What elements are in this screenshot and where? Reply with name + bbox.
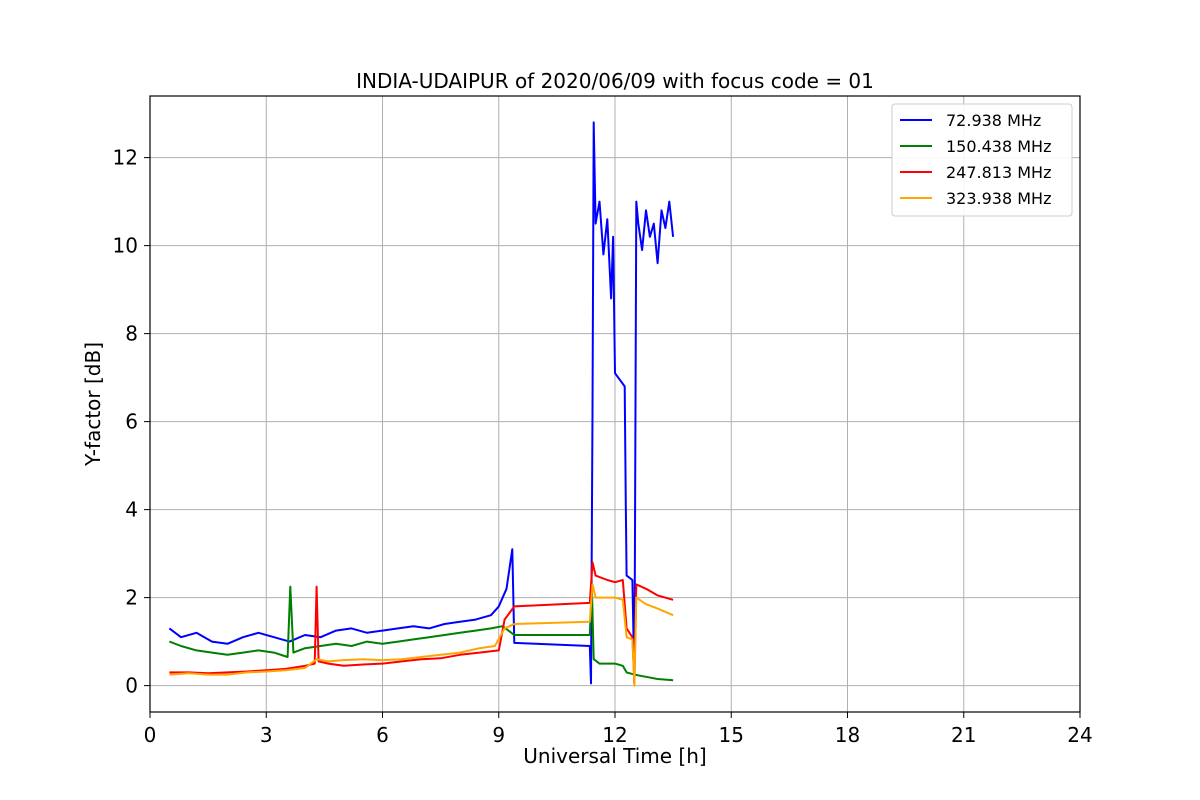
x-tick-label: 21 xyxy=(951,723,976,747)
y-tick-label: 10 xyxy=(113,234,138,258)
y-tick-label: 12 xyxy=(113,146,138,170)
chart-title: INDIA-UDAIPUR of 2020/06/09 with focus c… xyxy=(356,69,874,93)
x-axis-title: Universal Time [h] xyxy=(523,744,706,768)
y-tick-label: 4 xyxy=(125,498,138,522)
series-layer xyxy=(168,121,675,687)
legend-label: 247.813 MHz xyxy=(946,163,1051,182)
legend-label: 323.938 MHz xyxy=(946,189,1051,208)
legend: 72.938 MHz 150.438 MHz 247.813 MHz 323.938 … xyxy=(891,103,1073,217)
y-tick-label: 8 xyxy=(125,322,138,346)
series-line-3 xyxy=(169,583,674,687)
y-axis-title: Y-factor [dB] xyxy=(81,342,105,467)
legend-box xyxy=(891,103,1073,217)
series-line-2 xyxy=(169,561,674,685)
y-tick-label: 6 xyxy=(125,410,138,434)
legend-label: 150.438 MHz xyxy=(946,137,1051,156)
x-tick-label: 15 xyxy=(719,723,744,747)
x-tick-label: 9 xyxy=(492,723,505,747)
legend-label: 72.938 MHz xyxy=(946,111,1041,130)
series-line-0 xyxy=(168,121,675,685)
x-tick-label: 3 xyxy=(260,723,273,747)
x-tick-label: 12 xyxy=(602,723,627,747)
x-tick-label: 0 xyxy=(144,723,157,747)
series-line-1 xyxy=(169,583,674,682)
x-tick-label: 24 xyxy=(1067,723,1092,747)
y-tick-label: 2 xyxy=(125,586,138,610)
x-tick-label: 6 xyxy=(376,723,389,747)
y-tick-label: 0 xyxy=(125,674,138,698)
x-tick-label: 18 xyxy=(835,723,860,747)
